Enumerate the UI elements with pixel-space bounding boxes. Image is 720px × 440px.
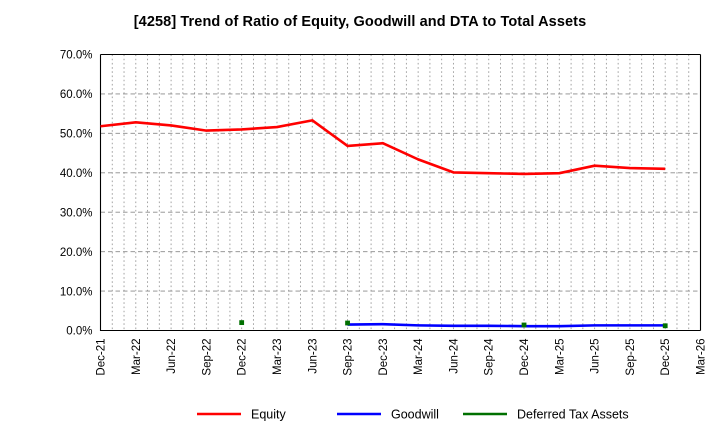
x-axis-tick-label: Mar-22	[131, 339, 143, 375]
x-axis-tick-label: Mar-26	[696, 339, 708, 375]
legend-label-deferred-tax-assets: Deferred Tax Assets	[517, 407, 629, 421]
chart-legend: Equity Goodwill Deferred Tax Assets	[197, 407, 629, 421]
y-axis-tick-label: 70.0%	[60, 50, 93, 62]
x-axis-tick-labels: Dec-21 Mar-22 Jun-22 Sep-22 Dec-22 Mar-23 Jun-…	[96, 338, 708, 376]
x-axis-tick-label: Jun-23	[307, 339, 319, 374]
y-axis-tick-label: 50.0%	[60, 129, 93, 141]
legend-label-equity: Equity	[251, 407, 286, 421]
x-axis-tick-label: Jun-22	[166, 339, 178, 374]
y-axis-tick-label: 40.0%	[60, 168, 93, 180]
data-point-marker	[239, 320, 245, 326]
x-axis-tick-label: Sep-23	[343, 339, 355, 376]
legend-label-goodwill: Goodwill	[391, 407, 439, 421]
y-axis-tick-label: 30.0%	[60, 207, 93, 219]
chart-title: [4258] Trend of Ratio of Equity, Goodwil…	[133, 14, 587, 30]
x-axis-tick-label: Dec-22	[237, 339, 249, 376]
x-axis-tick-label: Jun-24	[448, 338, 460, 374]
y-axis-tick-label: 60.0%	[60, 89, 93, 101]
x-axis-tick-label: Dec-21	[96, 339, 108, 376]
y-axis-tick-labels: 0.0% 10.0% 20.0% 30.0% 40.0% 50.0% 60.0% 70.0%	[60, 50, 93, 338]
data-point-marker	[662, 323, 668, 329]
data-series-group	[100, 119, 668, 329]
x-axis-tick-label: Sep-22	[201, 339, 213, 376]
data-point-marker	[521, 322, 527, 328]
series-line-equity	[100, 119, 666, 176]
x-axis-tick-label: Dec-25	[660, 339, 672, 376]
y-axis-tick-label: 0.0%	[66, 326, 92, 338]
plot-axes	[99, 53, 702, 332]
major-gridlines	[100, 93, 701, 292]
x-axis-tick-label: Dec-23	[378, 339, 390, 376]
x-axis-tick-label: Mar-24	[413, 338, 425, 375]
series-line-goodwill	[347, 322, 666, 328]
x-axis-tick-label: Sep-24	[484, 338, 496, 376]
y-axis-tick-label: 10.0%	[60, 286, 93, 298]
x-axis-tick-label: Dec-24	[519, 338, 531, 376]
x-axis-tick-label: Sep-25	[625, 339, 637, 376]
x-axis-tick-label: Mar-25	[554, 339, 566, 375]
minor-gridlines	[111, 54, 690, 331]
x-axis-tick-label: Mar-23	[272, 339, 284, 375]
y-axis-tick-label: 20.0%	[60, 247, 93, 259]
x-axis-tick-label: Jun-25	[590, 339, 602, 374]
data-point-marker	[345, 320, 350, 326]
